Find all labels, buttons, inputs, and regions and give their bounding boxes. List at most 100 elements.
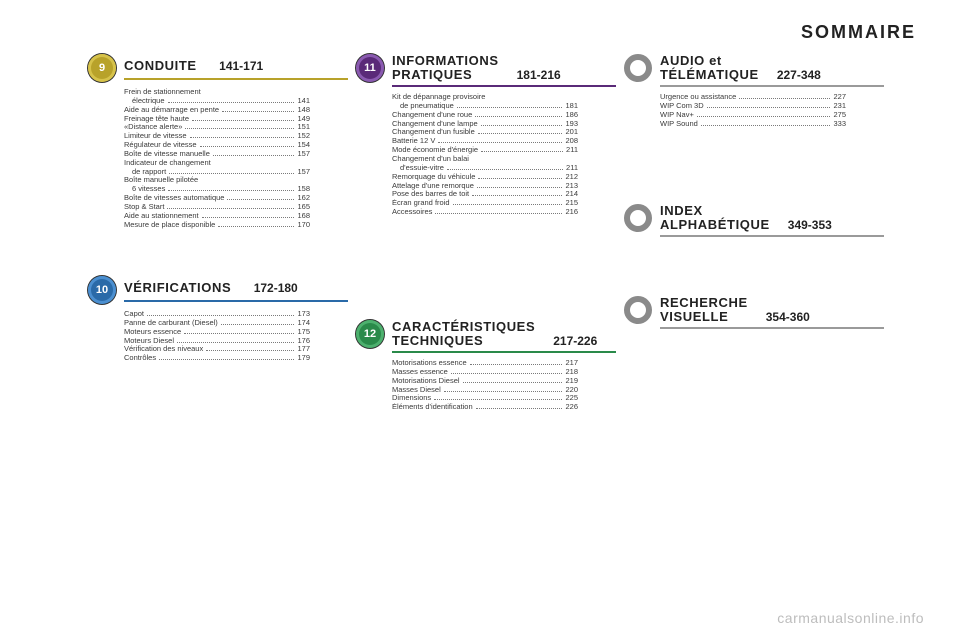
toc-page: 170 (297, 221, 310, 230)
toc-leader-dots (447, 169, 563, 170)
toc-row: Stop & Start 165 (124, 203, 310, 212)
toc-label: Mesure de place disponible (124, 221, 215, 230)
toc-label: 6 vitesses (124, 185, 165, 194)
toc-label: Changement d'un balai (392, 155, 469, 164)
section-page-range: 181-216 (517, 68, 561, 82)
toc-page: 225 (565, 394, 578, 403)
toc-leader-dots (470, 364, 563, 365)
toc-page: 215 (565, 199, 578, 208)
toc-label: de rapport (124, 168, 166, 177)
toc-leader-dots (739, 98, 830, 99)
toc-row: Frein de stationnement (124, 88, 310, 97)
toc-row: Batterie 12 V208 (392, 137, 578, 146)
toc-label: Remorquage du véhicule (392, 173, 475, 182)
toc-list: Urgence ou assistance227WIP Com 3D 231 WIP… (624, 93, 846, 128)
section-title: INFORMATIONS PRATIQUES (392, 54, 499, 82)
section-underline (392, 85, 616, 87)
toc-leader-dots (457, 107, 563, 108)
toc-leader-dots (463, 382, 563, 383)
section-underline (660, 235, 884, 237)
toc-row: 6 vitesses 158 (124, 185, 310, 194)
toc-row: de pneumatique181 (392, 102, 578, 111)
toc-page: 173 (297, 310, 310, 319)
toc-leader-dots (206, 350, 294, 351)
toc-leader-dots (434, 399, 562, 400)
section-title-line2: TECHNIQUES (392, 334, 535, 348)
toc-row: Remorquage du véhicule212 (392, 173, 578, 182)
toc-page: 149 (297, 115, 310, 124)
toc-leader-dots (192, 120, 294, 121)
toc-list: Kit de dépannage provisoirede pneumatiqu… (356, 93, 578, 217)
section-ring-icon (624, 204, 652, 232)
section-page-range: 141-171 (219, 59, 263, 73)
toc-page: 157 (297, 150, 310, 159)
toc-label: Motorisations essence (392, 359, 467, 368)
toc-row: Indicateur de changement (124, 159, 310, 168)
toc-page: 218 (565, 368, 578, 377)
toc-page: 158 (297, 185, 310, 194)
toc-page: 179 (297, 354, 310, 363)
toc-row: Urgence ou assistance227 (660, 93, 846, 102)
bullet-text: 9 (99, 62, 105, 74)
toc-leader-dots (184, 333, 294, 334)
section-title-line2: TÉLÉMATIQUE (660, 68, 759, 82)
toc-page: 333 (833, 120, 846, 129)
toc-label: Masses Diesel (392, 386, 441, 395)
toc-page: 154 (297, 141, 310, 150)
toc-label: WIP Com 3D (660, 102, 704, 111)
section-underline (660, 85, 884, 87)
toc-page: 165 (297, 203, 310, 212)
toc-label: Éléments d'identification (392, 403, 473, 412)
toc-page: 227 (833, 93, 846, 102)
toc-label: Boîte de vitesse manuelle (124, 150, 210, 159)
toc-leader-dots (202, 217, 295, 218)
section-header: AUDIO et TÉLÉMATIQUE 227-348 (624, 54, 884, 82)
toc-label: Mode économie d'énergie (392, 146, 478, 155)
toc-row: Moteurs essence175 (124, 328, 310, 337)
section-index-alphabetique: INDEX ALPHABÉTIQUE 349-353 (624, 204, 884, 237)
toc-row: Motorisations Diesel219 (392, 377, 578, 386)
toc-label: Motorisations Diesel (392, 377, 460, 386)
toc-label: électrique (124, 97, 165, 106)
page-title: SOMMAIRE (801, 22, 916, 43)
section-ring-icon (624, 296, 652, 324)
section-underline (124, 78, 348, 80)
toc-leader-dots (707, 107, 831, 108)
toc-row: WIP Sound 333 (660, 120, 846, 129)
toc-page: 157 (297, 168, 310, 177)
toc-label: WIP Nav+ (660, 111, 694, 120)
toc-leader-dots (167, 208, 294, 209)
toc-row: électrique141 (124, 97, 310, 106)
toc-row: Pose des barres de toit214 (392, 190, 578, 199)
section-underline (124, 300, 348, 302)
toc-page: 211 (566, 146, 578, 155)
toc-row: Panne de carburant (Diesel)174 (124, 319, 310, 328)
toc-page: 193 (565, 120, 578, 129)
toc-label: d'essuie-vitre (392, 164, 444, 173)
toc-page: 181 (565, 102, 578, 111)
toc-row: Limiteur de vitesse152 (124, 132, 310, 141)
toc-label: WIP Sound (660, 120, 698, 129)
section-header: 11 INFORMATIONS PRATIQUES 181-216 (356, 54, 616, 82)
toc-row: Masses essence218 (392, 368, 578, 377)
toc-leader-dots (227, 199, 294, 200)
toc-label: Stop & Start (124, 203, 164, 212)
toc-row: Motorisations essence217 (392, 359, 578, 368)
toc-page: 275 (833, 111, 846, 120)
section-recherche-visuelle: RECHERCHE VISUELLE 354-360 (624, 296, 884, 329)
toc-row: Aide au stationnement168 (124, 212, 310, 221)
toc-row: Boîte de vitesses automatique162 (124, 194, 310, 203)
toc-row: Changement d'une roue186 (392, 111, 578, 120)
toc-leader-dots (185, 128, 294, 129)
section-underline (392, 351, 616, 353)
toc-row: Boîte de vitesse manuelle 157 (124, 150, 310, 159)
toc-label: Pose des barres de toit (392, 190, 469, 199)
section-informations-pratiques: 11 INFORMATIONS PRATIQUES 181-216 Kit de… (356, 54, 616, 217)
section-page-range: 217-226 (553, 334, 597, 348)
section-title-line2: ALPHABÉTIQUE (660, 218, 770, 232)
toc-label: Panne de carburant (Diesel) (124, 319, 218, 328)
toc-leader-dots (190, 137, 295, 138)
toc-page: 231 (833, 102, 846, 111)
section-title: AUDIO et TÉLÉMATIQUE (660, 54, 759, 82)
toc-row: de rapport 157 (124, 168, 310, 177)
